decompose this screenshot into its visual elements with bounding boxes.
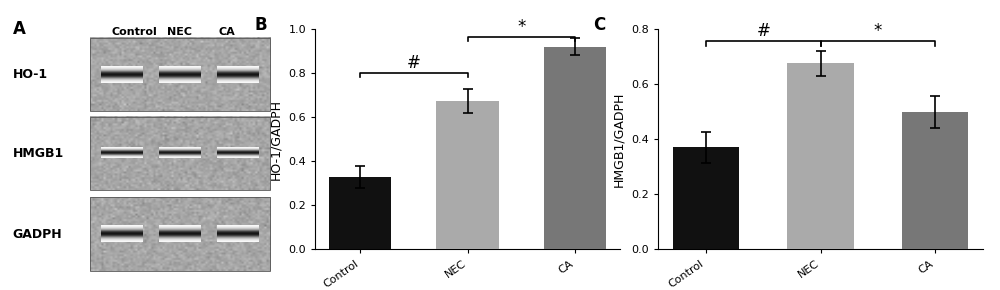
Bar — [329, 177, 391, 249]
Bar — [544, 47, 606, 249]
Text: *: * — [517, 18, 525, 36]
Text: A: A — [13, 20, 26, 38]
Y-axis label: HMGB1/GADPH: HMGB1/GADPH — [613, 92, 626, 187]
Text: #: # — [407, 54, 421, 72]
Bar — [787, 64, 854, 249]
Text: C: C — [593, 16, 605, 34]
Y-axis label: HO-1/GADPH: HO-1/GADPH — [270, 99, 283, 180]
Text: NEC: NEC — [167, 27, 192, 37]
Bar — [902, 112, 968, 249]
Bar — [90, 38, 270, 111]
Bar — [436, 101, 499, 249]
Bar — [90, 197, 270, 271]
Bar — [673, 147, 739, 249]
Text: B: B — [254, 16, 267, 34]
Bar — [90, 117, 270, 190]
Text: CA: CA — [219, 27, 236, 37]
Text: #: # — [756, 22, 770, 40]
Text: Control: Control — [112, 27, 157, 37]
Text: HMGB1: HMGB1 — [13, 147, 64, 160]
Text: GADPH: GADPH — [13, 228, 62, 240]
Text: *: * — [874, 22, 882, 40]
Text: HO-1: HO-1 — [13, 68, 48, 81]
